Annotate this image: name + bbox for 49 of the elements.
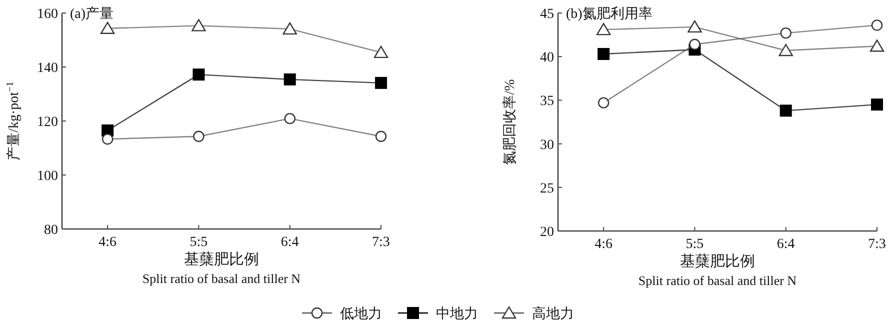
y-tick-label: 45 (540, 7, 554, 22)
x-tick-label: 5:5 (190, 235, 208, 250)
point (871, 98, 883, 111)
legend-label: 高地力 (532, 306, 574, 322)
x-tick-label: 4:6 (98, 235, 117, 250)
point (598, 48, 610, 60)
point (688, 20, 702, 33)
x-axis-title: 基蘖肥比例 Split ratio of basal and tiller N (142, 251, 302, 286)
point (598, 97, 610, 108)
y-tick-label: 35 (540, 94, 554, 110)
point (375, 130, 387, 142)
y-tick-label: 80 (44, 223, 58, 238)
point (192, 19, 206, 32)
point (284, 73, 296, 86)
point (375, 76, 387, 89)
point (374, 46, 388, 58)
y-tick-label: 160 (37, 7, 58, 22)
legend-label: 低地力 (340, 306, 382, 322)
point (778, 44, 793, 56)
x-tick-label: 7:3 (868, 237, 886, 252)
point (780, 104, 792, 117)
x-tick-label: 6:4 (776, 237, 795, 252)
x-tick-label: 6:4 (280, 235, 299, 250)
chart-title: (b)氮肥利用率 (566, 6, 652, 22)
y-tick-label: 40 (540, 50, 554, 66)
x-axis-title: 基蘖肥比例 Split ratio of basal and tiller N (638, 253, 798, 288)
point (284, 112, 296, 124)
y-tick-label: 100 (37, 169, 58, 184)
point (282, 22, 297, 35)
point (871, 20, 883, 31)
y-tick-label: 120 (37, 115, 58, 130)
point (780, 27, 792, 39)
point (100, 22, 115, 34)
chart-title: (a)产量 (70, 6, 114, 22)
x-tick-label: 5:5 (686, 237, 704, 252)
point (193, 130, 204, 142)
y-tick-label: 30 (540, 138, 554, 153)
point (689, 38, 700, 50)
point (596, 22, 611, 36)
x-tick-label: 4:6 (594, 237, 613, 252)
y-tick-label: 20 (540, 225, 554, 240)
point (102, 133, 114, 145)
y-tick-label: 140 (37, 61, 58, 76)
point (192, 68, 205, 81)
point (870, 40, 884, 52)
legend-label: 中地力 (436, 306, 478, 322)
y-tick-label: 25 (540, 181, 554, 196)
y-axis-title: 氮肥回收率/% (502, 78, 518, 165)
x-tick-label: 7:3 (372, 235, 390, 250)
